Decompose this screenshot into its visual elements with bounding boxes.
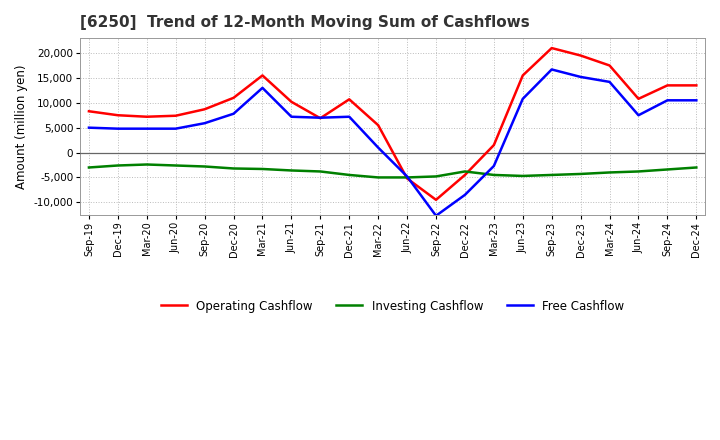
Free Cashflow <box>287 114 296 119</box>
Free Cashflow <box>114 126 122 131</box>
Free Cashflow <box>663 98 672 103</box>
Operating Cashflow <box>258 73 267 78</box>
Operating Cashflow <box>143 114 151 119</box>
Operating Cashflow <box>634 96 643 102</box>
Investing Cashflow <box>229 166 238 171</box>
Investing Cashflow <box>374 175 382 180</box>
Investing Cashflow <box>114 163 122 168</box>
Operating Cashflow <box>490 143 498 148</box>
Operating Cashflow <box>171 113 180 118</box>
Free Cashflow <box>143 126 151 131</box>
Investing Cashflow <box>258 166 267 172</box>
Free Cashflow <box>692 98 701 103</box>
Investing Cashflow <box>518 173 527 179</box>
Operating Cashflow <box>461 172 469 178</box>
Free Cashflow <box>229 111 238 117</box>
Investing Cashflow <box>432 174 441 179</box>
Investing Cashflow <box>490 172 498 178</box>
Operating Cashflow <box>114 113 122 118</box>
Investing Cashflow <box>200 164 209 169</box>
Investing Cashflow <box>692 165 701 170</box>
Operating Cashflow <box>432 197 441 202</box>
Operating Cashflow <box>692 83 701 88</box>
Free Cashflow <box>432 213 441 218</box>
Operating Cashflow <box>374 123 382 128</box>
Investing Cashflow <box>402 175 411 180</box>
Investing Cashflow <box>345 172 354 178</box>
Line: Operating Cashflow: Operating Cashflow <box>89 48 696 200</box>
Free Cashflow <box>345 114 354 119</box>
Free Cashflow <box>490 163 498 169</box>
Free Cashflow <box>634 113 643 118</box>
Operating Cashflow <box>287 99 296 104</box>
Operating Cashflow <box>663 83 672 88</box>
Investing Cashflow <box>461 169 469 174</box>
Line: Investing Cashflow: Investing Cashflow <box>89 165 696 177</box>
Free Cashflow <box>402 174 411 179</box>
Free Cashflow <box>316 115 325 121</box>
Free Cashflow <box>576 74 585 80</box>
Operating Cashflow <box>345 97 354 102</box>
Free Cashflow <box>200 121 209 126</box>
Legend: Operating Cashflow, Investing Cashflow, Free Cashflow: Operating Cashflow, Investing Cashflow, … <box>156 295 629 317</box>
Operating Cashflow <box>547 45 556 51</box>
Line: Free Cashflow: Free Cashflow <box>89 70 696 216</box>
Free Cashflow <box>547 67 556 72</box>
Free Cashflow <box>85 125 94 130</box>
Investing Cashflow <box>663 167 672 172</box>
Investing Cashflow <box>547 172 556 178</box>
Free Cashflow <box>606 79 614 84</box>
Operating Cashflow <box>316 116 325 121</box>
Free Cashflow <box>258 85 267 91</box>
Free Cashflow <box>518 96 527 102</box>
Operating Cashflow <box>229 95 238 100</box>
Free Cashflow <box>461 192 469 198</box>
Operating Cashflow <box>518 73 527 78</box>
Operating Cashflow <box>85 109 94 114</box>
Free Cashflow <box>171 126 180 131</box>
Investing Cashflow <box>634 169 643 174</box>
Investing Cashflow <box>287 168 296 173</box>
Investing Cashflow <box>606 170 614 175</box>
Y-axis label: Amount (million yen): Amount (million yen) <box>15 64 28 189</box>
Operating Cashflow <box>576 53 585 58</box>
Investing Cashflow <box>316 169 325 174</box>
Investing Cashflow <box>576 171 585 176</box>
Operating Cashflow <box>606 63 614 68</box>
Investing Cashflow <box>85 165 94 170</box>
Operating Cashflow <box>200 106 209 112</box>
Investing Cashflow <box>171 163 180 168</box>
Text: [6250]  Trend of 12-Month Moving Sum of Cashflows: [6250] Trend of 12-Month Moving Sum of C… <box>80 15 530 30</box>
Operating Cashflow <box>402 176 411 181</box>
Investing Cashflow <box>143 162 151 167</box>
Free Cashflow <box>374 145 382 150</box>
